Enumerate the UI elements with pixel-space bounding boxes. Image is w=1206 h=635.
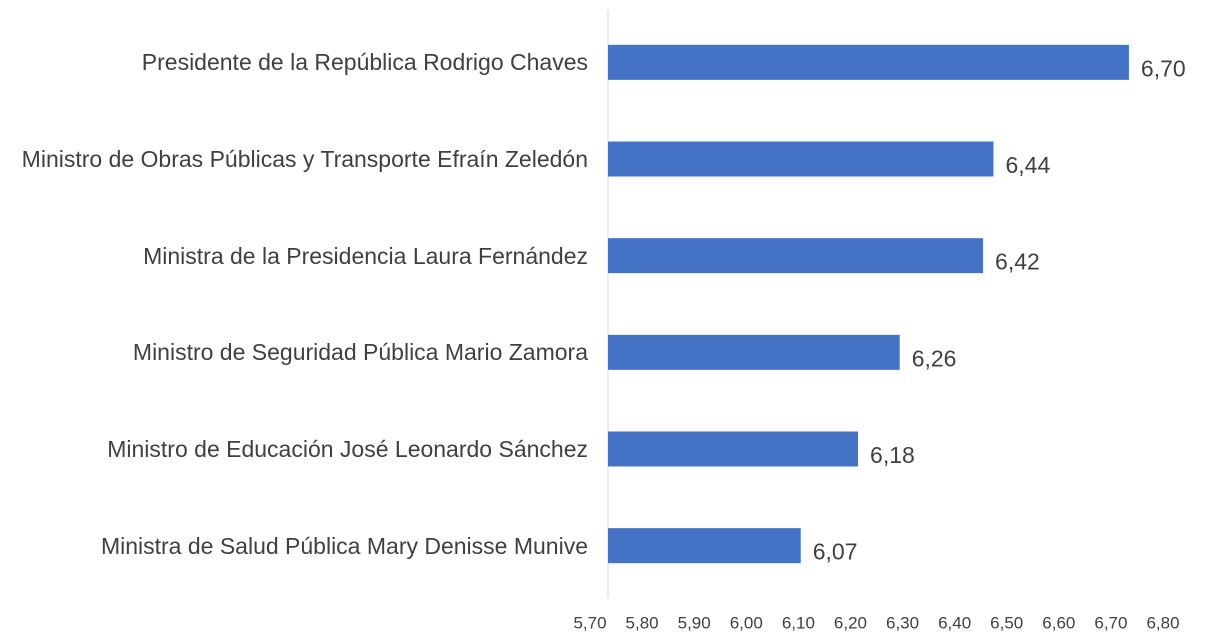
bar bbox=[608, 44, 1129, 80]
value-label: 6,07 bbox=[813, 539, 858, 565]
value-label: 6,18 bbox=[870, 442, 915, 468]
category-label: Ministro de Seguridad Pública Mario Zamo… bbox=[132, 339, 588, 366]
x-tick-label: 6,80 bbox=[1146, 613, 1179, 632]
category-label: Presidente de la República Rodrigo Chave… bbox=[141, 49, 588, 76]
bar bbox=[608, 334, 900, 370]
bar bbox=[608, 141, 994, 177]
category-label: Ministra de la Presidencia Laura Fernánd… bbox=[143, 242, 588, 269]
category-label: Ministro de Educación José Leonardo Sánc… bbox=[107, 436, 588, 462]
value-label: 6,42 bbox=[995, 249, 1040, 275]
x-tick-label: 6,60 bbox=[1042, 613, 1075, 632]
category-label-box: Ministro de Seguridad Pública Mario Zamo… bbox=[0, 307, 588, 397]
x-tick-label: 6,50 bbox=[990, 613, 1023, 632]
category-label-box: Ministro de Educación José Leonardo Sánc… bbox=[0, 404, 588, 494]
category-label-box: Ministra de la Presidencia Laura Fernánd… bbox=[0, 211, 588, 301]
category-label-box: Ministro de Obras Públicas y Transporte … bbox=[0, 114, 588, 204]
category-label-box: Ministra de Salud Pública Mary Denisse M… bbox=[0, 501, 588, 591]
value-label: 6,44 bbox=[1005, 152, 1050, 178]
x-tick-label: 6,40 bbox=[938, 613, 971, 632]
value-label: 6,70 bbox=[1141, 55, 1186, 81]
category-label: Ministra de Salud Pública Mary Denisse M… bbox=[100, 532, 588, 559]
x-tick-label: 6,10 bbox=[782, 613, 815, 632]
x-tick-label: 6,00 bbox=[730, 613, 763, 632]
category-label: Ministro de Obras Públicas y Transporte … bbox=[21, 146, 588, 172]
bar bbox=[608, 431, 859, 467]
x-tick-label: 6,70 bbox=[1094, 613, 1127, 632]
x-tick-label: 5,90 bbox=[678, 613, 711, 632]
x-tick-label: 5,70 bbox=[573, 613, 606, 632]
x-tick-label: 5,80 bbox=[626, 613, 659, 632]
bar bbox=[608, 238, 984, 274]
x-tick-label: 6,30 bbox=[886, 613, 919, 632]
bar bbox=[608, 528, 801, 564]
category-label-box: Presidente de la República Rodrigo Chave… bbox=[0, 17, 588, 107]
x-tick-label: 6,20 bbox=[834, 613, 867, 632]
value-label: 6,26 bbox=[912, 345, 957, 371]
